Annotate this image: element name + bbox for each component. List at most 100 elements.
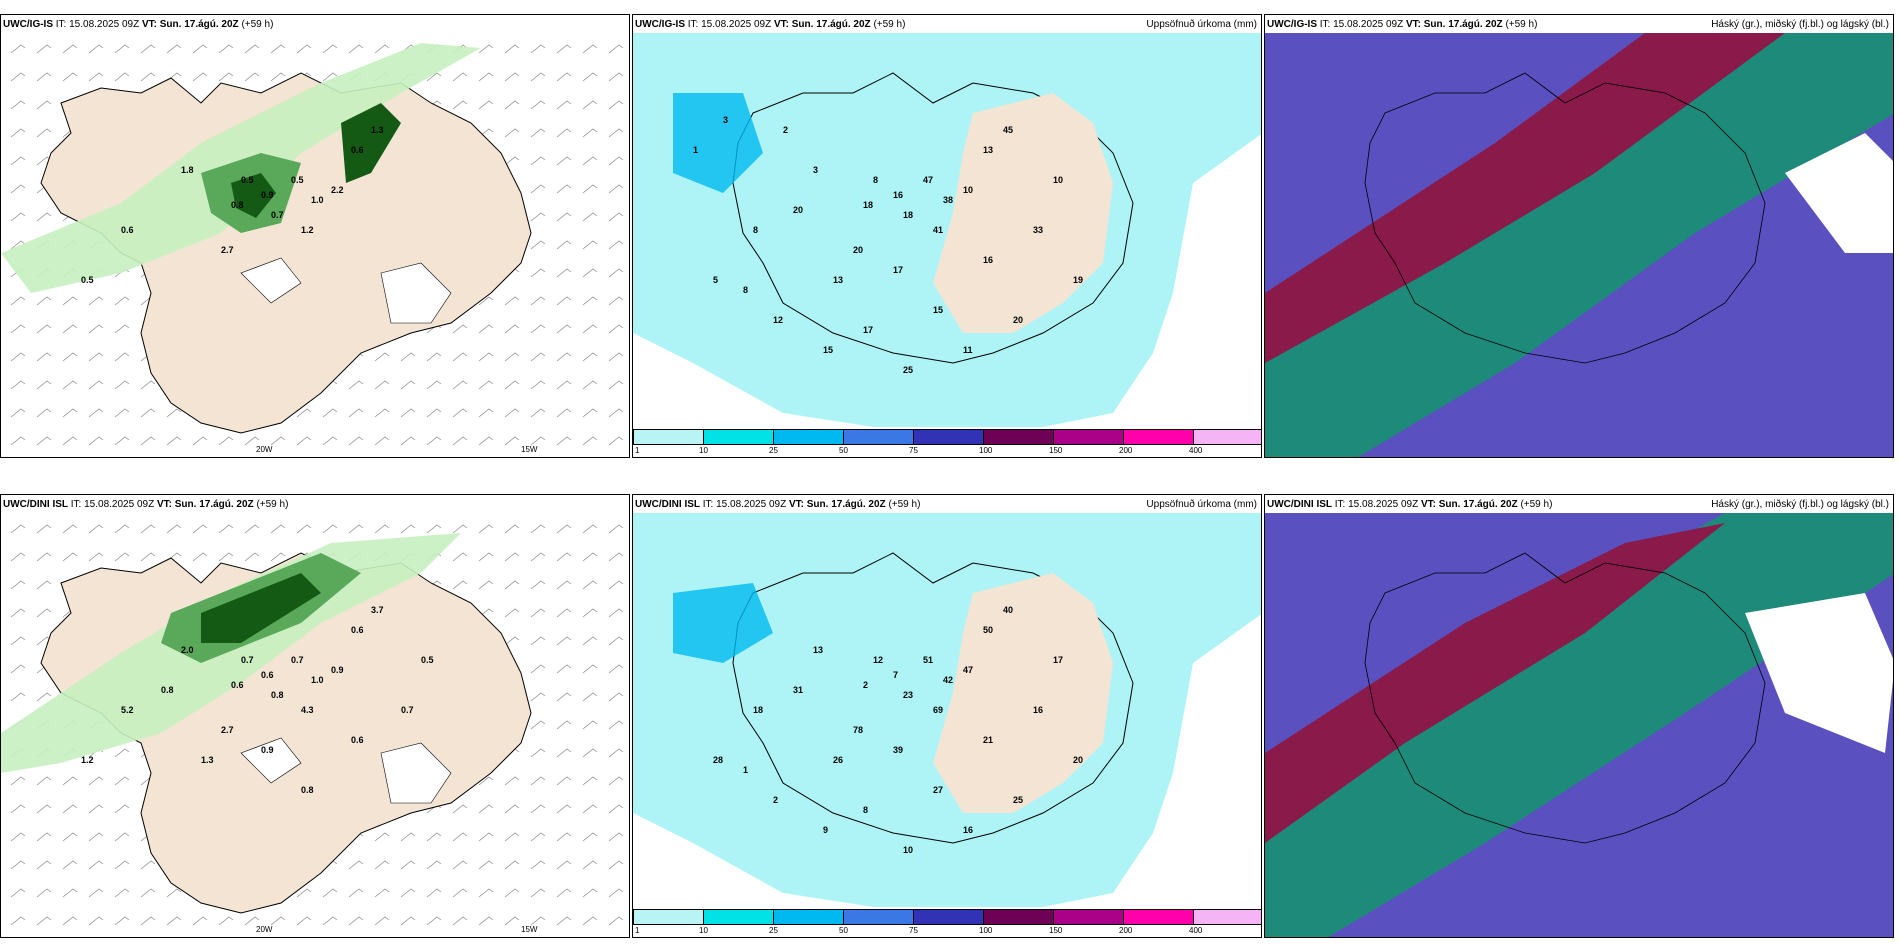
- value-label: 3: [723, 115, 728, 125]
- wind-barb-icon: [608, 184, 624, 194]
- wind-barb-icon: [10, 804, 26, 814]
- wind-barb-icon: [452, 888, 468, 898]
- wind-barb-icon: [114, 552, 130, 562]
- wind-barb-icon: [478, 324, 494, 334]
- wind-barb-icon: [244, 524, 260, 534]
- wind-barb-icon: [88, 552, 104, 562]
- wind-barb-icon: [62, 352, 78, 362]
- value-label: 17: [1053, 655, 1063, 665]
- wind-barb-icon: [348, 44, 364, 54]
- wind-barb-icon: [452, 436, 468, 446]
- wind-barb-icon: [452, 580, 468, 590]
- wind-barb-icon: [10, 352, 26, 362]
- wind-barb-icon: [114, 44, 130, 54]
- wind-barb-icon: [62, 888, 78, 898]
- value-label: 1: [743, 765, 748, 775]
- panel-dini-clouds: UWC/DINI ISL IT: 15.08.2025 09Z VT: Sun.…: [1264, 494, 1894, 938]
- wind-barb-icon: [88, 916, 104, 926]
- wind-barb-icon: [62, 44, 78, 54]
- wind-barb-icon: [348, 524, 364, 534]
- value-label: 0.6: [351, 145, 364, 155]
- wind-barb-icon: [114, 408, 130, 418]
- wind-barb-icon: [478, 72, 494, 82]
- wind-barb-icon: [556, 156, 572, 166]
- wind-barb-icon: [218, 436, 234, 446]
- panel-title: Háský (gr.), miðský (fj.bl.) og lágský (…: [1711, 19, 1889, 30]
- glacier: [380, 262, 452, 324]
- wind-barb-icon: [114, 380, 130, 390]
- wind-barb-icon: [556, 436, 572, 446]
- wind-barb-icon: [374, 524, 390, 534]
- wind-barb-icon: [530, 524, 546, 534]
- value-label: 2.2: [331, 185, 344, 195]
- wind-barb-icon: [504, 916, 520, 926]
- value-label: 20: [1073, 755, 1083, 765]
- panel-title: Uppsöfnuð úrkoma (mm): [1146, 19, 1257, 30]
- wind-barb-icon: [530, 720, 546, 730]
- wind-barb-icon: [140, 408, 156, 418]
- wind-barb-icon: [348, 408, 364, 418]
- colorbar-tick: 1: [635, 926, 640, 935]
- wind-barb-icon: [504, 636, 520, 646]
- value-label: 20: [853, 245, 863, 255]
- value-label: 12: [773, 315, 783, 325]
- value-label: 40: [1003, 605, 1013, 615]
- value-label: 1.0: [311, 195, 324, 205]
- wind-barb-icon: [322, 72, 338, 82]
- wind-barb-icon: [530, 408, 546, 418]
- value-label: 16: [893, 190, 903, 200]
- colorbar-swatch: [1123, 909, 1194, 925]
- wind-barb-icon: [452, 832, 468, 842]
- cloud-mid: [1265, 513, 1893, 937]
- panel-ig-clouds: UWC/IG-IS IT: 15.08.2025 09Z VT: Sun. 17…: [1264, 14, 1894, 458]
- lon-label: 20W: [256, 925, 273, 934]
- wind-barb-icon: [426, 352, 442, 362]
- wind-barb-icon: [62, 776, 78, 786]
- wind-barb-icon: [192, 524, 208, 534]
- wind-barb-icon: [62, 916, 78, 926]
- wind-barb-icon: [62, 72, 78, 82]
- wind-barb-icon: [10, 408, 26, 418]
- wind-barb-icon: [556, 184, 572, 194]
- wind-barb-icon: [556, 72, 572, 82]
- wind-barb-icon: [582, 296, 598, 306]
- wind-barb-icon: [556, 888, 572, 898]
- wind-barb-icon: [556, 776, 572, 786]
- value-label: 2.0: [181, 645, 194, 655]
- wind-barb-icon: [504, 324, 520, 334]
- value-label: 20: [793, 205, 803, 215]
- wind-barb-icon: [88, 324, 104, 334]
- wind-barb-icon: [114, 776, 130, 786]
- value-label: 10: [963, 185, 973, 195]
- wind-barb-icon: [400, 832, 416, 842]
- wind-barb-icon: [608, 128, 624, 138]
- wind-barb-icon: [556, 524, 572, 534]
- colorbar-tick: 200: [1119, 446, 1133, 455]
- wind-barb-icon: [244, 44, 260, 54]
- wind-barb-icon: [270, 524, 286, 534]
- lon-label: 15W: [521, 925, 538, 934]
- wind-barb-icon: [374, 380, 390, 390]
- wind-barb-icon: [582, 380, 598, 390]
- value-label: 33: [1033, 225, 1043, 235]
- wind-barb-icon: [192, 436, 208, 446]
- wind-barb-icon: [114, 436, 130, 446]
- colorbar-tick: 400: [1189, 926, 1203, 935]
- wind-barb-icon: [10, 72, 26, 82]
- wind-barb-icon: [478, 860, 494, 870]
- wind-barb-icon: [478, 832, 494, 842]
- value-label: 42: [943, 675, 953, 685]
- wind-barb-icon: [582, 804, 598, 814]
- wind-barb-icon: [504, 156, 520, 166]
- wind-barb-icon: [608, 664, 624, 674]
- wind-barb-icon: [608, 324, 624, 334]
- wind-barb-icon: [608, 100, 624, 110]
- wind-barb-icon: [36, 608, 52, 618]
- wind-barb-icon: [296, 436, 312, 446]
- wind-barb-icon: [10, 184, 26, 194]
- cloud-clear: [1745, 593, 1893, 753]
- value-label: 2: [783, 125, 788, 135]
- value-label: 10: [1053, 175, 1063, 185]
- panel-ig-precip: UWC/IG-IS IT: 15.08.2025 09Z VT: Sun. 17…: [0, 14, 630, 458]
- value-label: 0.9: [331, 665, 344, 675]
